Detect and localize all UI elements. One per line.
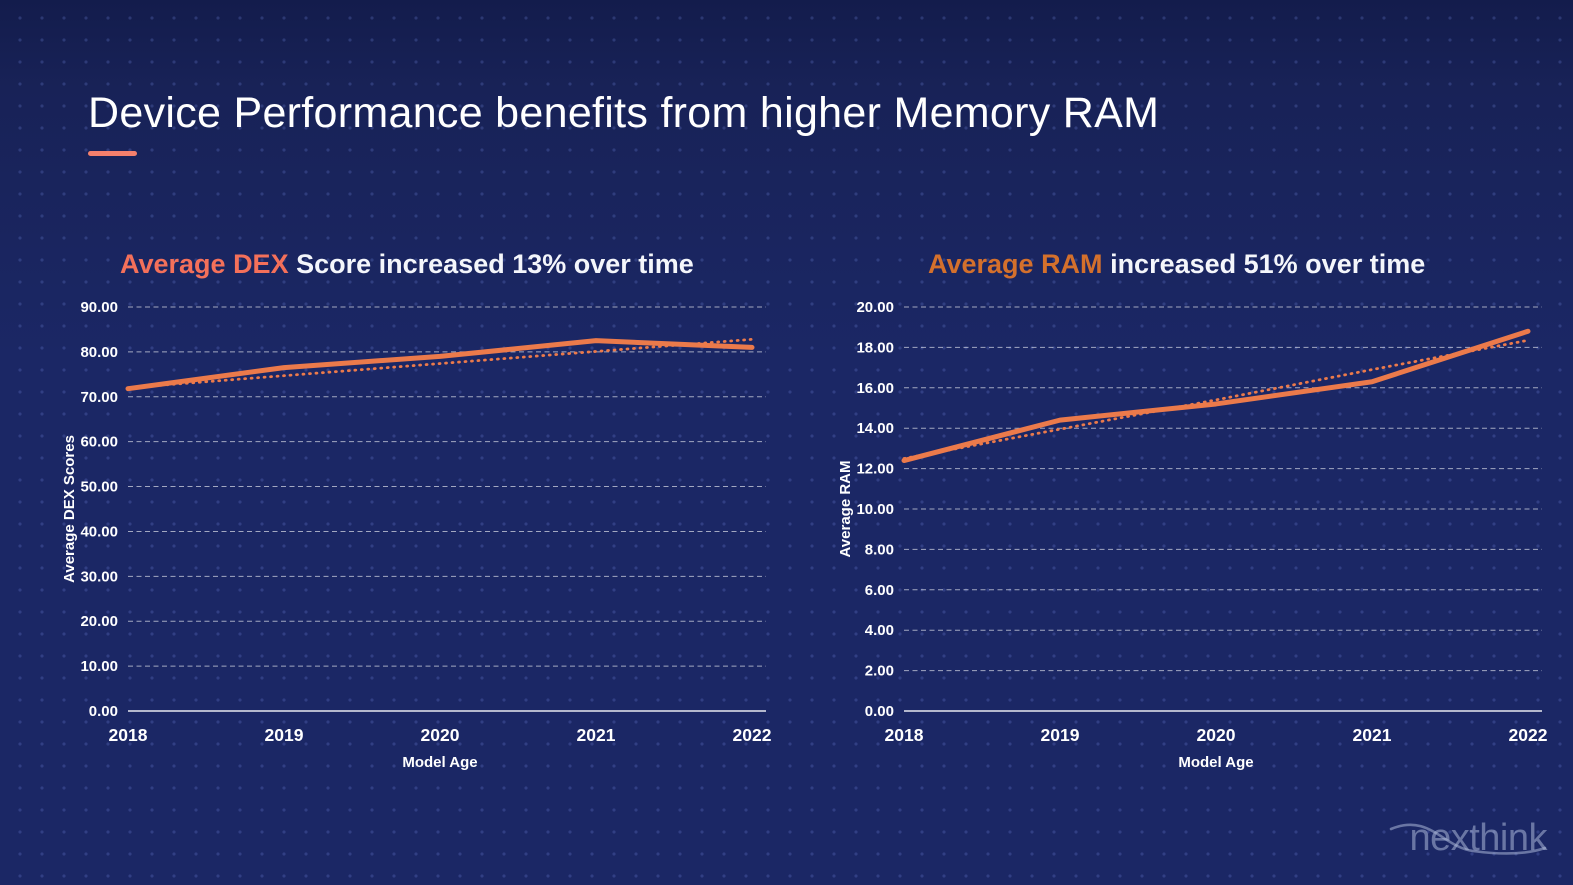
dex-chart-title: Average DEX Score increased 13% over tim… <box>60 245 772 295</box>
y-tick-label: 20.00 <box>856 299 894 316</box>
x-tick-label: 2018 <box>885 725 924 745</box>
dex-chart-title-highlight: Average DEX <box>120 249 289 279</box>
x-tick-label: 2022 <box>733 725 772 745</box>
y-tick-label: 40.00 <box>80 523 118 540</box>
y-tick-label: 20.00 <box>80 613 118 630</box>
y-tick-label: 18.00 <box>856 339 894 356</box>
y-tick-label: 90.00 <box>80 299 118 316</box>
x-tick-label: 2021 <box>577 725 616 745</box>
y-tick-label: 14.00 <box>856 420 894 437</box>
nexthink-swoosh-icon <box>1389 823 1547 855</box>
y-tick-label: 0.00 <box>865 703 894 720</box>
trend-line <box>126 337 754 390</box>
x-tick-label: 2018 <box>109 725 148 745</box>
y-tick-label: 50.00 <box>80 479 118 496</box>
data-line <box>125 338 755 392</box>
y-tick-label: 16.00 <box>856 380 894 397</box>
trend-line <box>902 338 1530 460</box>
x-tick-label: 2019 <box>1041 725 1080 745</box>
y-tick-label: 70.00 <box>80 389 118 406</box>
y-axis-title: Average DEX Scores <box>61 435 78 583</box>
x-axis-title: Model Age <box>1178 754 1253 771</box>
slide-title: Device Performance benefits from higher … <box>88 89 1160 137</box>
ram-chart-title: Average RAM increased 51% over time <box>836 245 1548 295</box>
y-tick-label: 10.00 <box>80 658 118 675</box>
data-line <box>901 328 1531 464</box>
x-tick-label: 2020 <box>421 725 460 745</box>
y-tick-label: 60.00 <box>80 434 118 451</box>
x-tick-label: 2019 <box>265 725 304 745</box>
nexthink-logo-text: nexthink <box>1409 817 1547 859</box>
y-tick-label: 80.00 <box>80 344 118 361</box>
y-tick-label: 30.00 <box>80 568 118 585</box>
nexthink-logo: nexthink <box>1377 811 1548 863</box>
x-tick-label: 2021 <box>1353 725 1392 745</box>
y-tick-label: 2.00 <box>865 663 894 680</box>
y-tick-label: 6.00 <box>865 582 894 599</box>
ram-chart-panel: Average RAM increased 51% over time 0.00… <box>836 245 1548 773</box>
dex-chart-title-rest: Score increased 13% over time <box>288 249 694 279</box>
y-tick-label: 10.00 <box>856 501 894 518</box>
y-axis-title: Average RAM <box>837 461 854 558</box>
x-tick-label: 2020 <box>1197 725 1236 745</box>
ram-chart-title-highlight: Average RAM <box>928 249 1103 279</box>
dex-line-chart: 0.00 10.00 20.00 30.00 40.00 50.00 60.00 70.00 8… <box>61 299 772 771</box>
title-accent-dash <box>88 151 137 156</box>
y-tick-label: 0.00 <box>89 703 118 720</box>
ram-line-chart: 0.00 2.00 4.00 6.00 8.00 10.00 12.00 14.00 16.00… <box>837 299 1548 771</box>
y-tick-label: 8.00 <box>865 541 894 558</box>
dex-chart-panel: Average DEX Score increased 13% over tim… <box>60 245 772 773</box>
x-axis-title: Model Age <box>402 754 477 771</box>
x-tick-label: 2022 <box>1509 725 1548 745</box>
y-tick-label: 4.00 <box>865 622 894 639</box>
ram-chart-title-rest: increased 51% over time <box>1102 249 1426 279</box>
y-tick-label: 12.00 <box>856 461 894 478</box>
